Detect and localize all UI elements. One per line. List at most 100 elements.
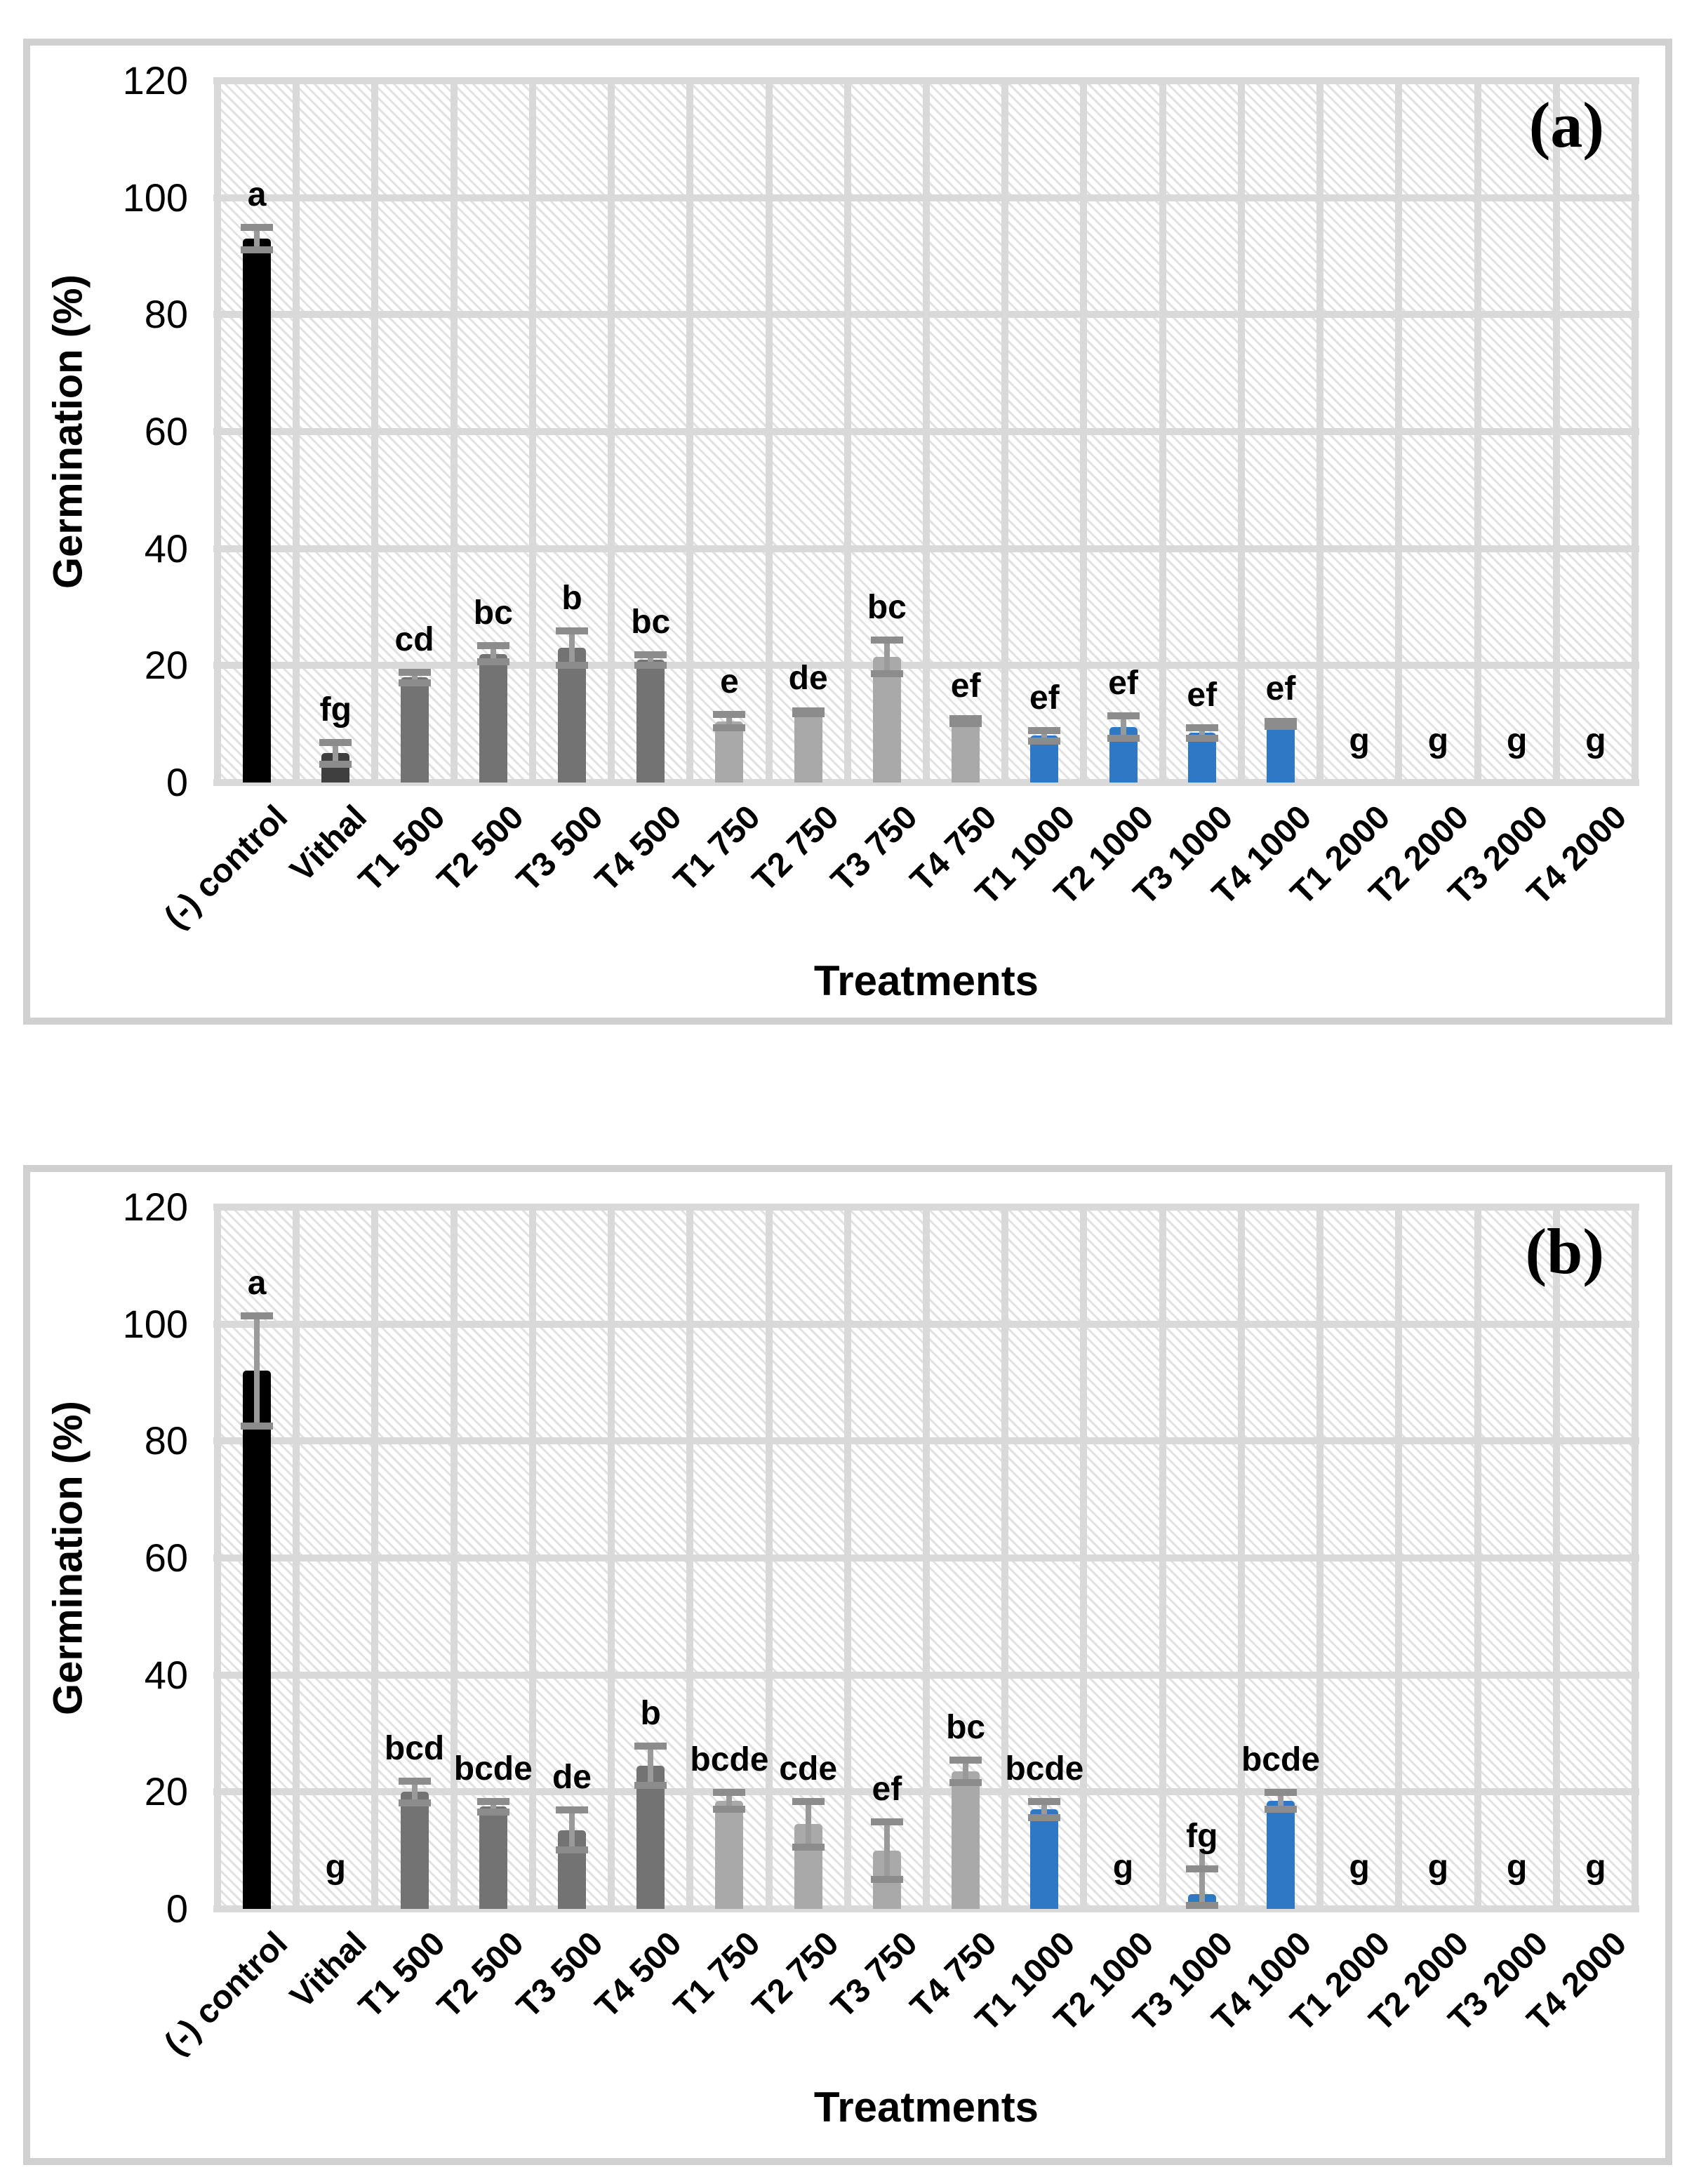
gridline-vertical <box>1632 1204 1639 1912</box>
error-bar-line <box>963 1757 969 1786</box>
error-bar-cap-top <box>949 715 982 723</box>
significance-letter: ef <box>872 1770 902 1808</box>
bar-t4-1000 <box>1267 1800 1295 1909</box>
y-tick-label: 80 <box>144 292 188 337</box>
significance-letter: g <box>1427 1849 1449 1886</box>
significance-letter: bc <box>473 594 513 632</box>
significance-letter: bcde <box>453 1750 533 1787</box>
significance-letter: bcde <box>1241 1741 1321 1779</box>
y-tick-label: 20 <box>144 643 188 688</box>
significance-letter: g <box>1112 1849 1134 1886</box>
significance-letter: g <box>1506 1849 1528 1886</box>
y-tick-label: 40 <box>144 1652 188 1697</box>
error-bar-cap-top <box>476 642 509 649</box>
gridline-vertical <box>686 1204 694 1912</box>
error-bar-cap-top <box>870 1818 903 1825</box>
significance-letter: g <box>1506 722 1528 759</box>
x-category-label: T2 500 <box>430 798 531 899</box>
x-category-label: T1 500 <box>352 798 453 899</box>
bar-t1-750 <box>715 1800 744 1909</box>
y-tick-label: 60 <box>144 1536 188 1580</box>
bar-t3-500 <box>558 648 586 783</box>
bar-t4-1000 <box>1267 724 1295 783</box>
bar-t4-500 <box>636 1765 665 1909</box>
error-bar-cap-bottom <box>1028 1814 1061 1821</box>
gridline-vertical <box>1316 77 1324 786</box>
y-tick-label: 60 <box>144 409 188 453</box>
significance-letter: g <box>1349 1849 1370 1886</box>
significance-letter: g <box>1349 722 1370 759</box>
error-bar-cap-bottom <box>1265 1805 1297 1813</box>
y-tick-label: 120 <box>122 1185 188 1229</box>
significance-letter: bc <box>946 1709 986 1747</box>
gridline-vertical <box>843 77 851 786</box>
bar-t2-500 <box>479 1806 507 1909</box>
x-category-label: T1 750 <box>667 798 768 899</box>
gridline-vertical <box>528 77 536 786</box>
error-bar-line <box>1199 724 1205 742</box>
gridline-vertical <box>765 77 773 786</box>
significance-letter: a <box>247 1265 267 1302</box>
error-bar-line <box>411 668 418 686</box>
error-bar-cap-bottom <box>398 1799 431 1807</box>
significance-letter: g <box>1427 722 1449 759</box>
error-bar-line <box>648 1742 654 1790</box>
gridline-vertical <box>1080 77 1088 786</box>
gridline-vertical <box>765 1204 773 1912</box>
significance-letter: g <box>1585 1849 1606 1886</box>
bar-t1-500 <box>400 1792 429 1909</box>
y-axis-tick-labels: 0 20 40 60 80 100 120 <box>30 58 188 804</box>
y-tick-label: 40 <box>144 526 188 571</box>
gridline-vertical <box>293 1204 300 1912</box>
plot-area: (b) a g bcd bcde de b bcde cde ef bc bcde g fg bcde g g… <box>213 1204 1639 1912</box>
significance-letter: fg <box>319 691 352 728</box>
significance-letter: ef <box>1265 670 1296 708</box>
error-bar-cap-top <box>870 636 903 644</box>
significance-letter: bcde <box>1005 1750 1084 1787</box>
error-bar-cap-bottom <box>1107 734 1140 742</box>
error-bar-cap-top <box>634 1742 667 1750</box>
error-bar-line <box>805 1797 811 1851</box>
panel-label: (b) <box>1525 1216 1604 1287</box>
error-bar-line <box>883 1818 890 1883</box>
error-bar-cap-bottom <box>870 1875 903 1883</box>
gridline-vertical <box>1632 77 1639 786</box>
error-bar-cap-bottom <box>792 1843 825 1851</box>
significance-letter: bc <box>867 588 907 626</box>
gridline-vertical <box>1159 1204 1166 1912</box>
significance-letter: bcde <box>690 1741 769 1779</box>
gridline-vertical <box>371 77 379 786</box>
x-category-label: T4 500 <box>588 798 689 899</box>
bar-t2-750 <box>794 712 822 783</box>
gridline-vertical <box>1159 77 1166 786</box>
error-bar-cap-bottom <box>476 1808 509 1816</box>
gridline-vertical <box>528 1204 536 1912</box>
panel-label: (a) <box>1528 89 1604 161</box>
gridline-vertical <box>1395 1204 1403 1912</box>
error-bar-cap-bottom <box>1185 1902 1218 1909</box>
significance-letter: de <box>788 660 828 698</box>
significance-letter: cd <box>394 620 434 658</box>
error-bar-cap-top <box>1028 726 1061 734</box>
error-bar-line <box>726 711 733 731</box>
figure-panel-a: Germination (%) 0 20 40 60 80 100 120 (a) a fg c… <box>23 39 1672 1025</box>
error-bar-line <box>1120 712 1126 742</box>
error-bar-line <box>1199 1850 1205 1909</box>
bar-t1-500 <box>400 677 429 783</box>
bar-t1-1000 <box>1030 1809 1059 1909</box>
error-bar-cap-top <box>1185 1865 1218 1872</box>
y-axis-tick-labels: 0 20 40 60 80 100 120 <box>30 1185 188 1931</box>
x-category-label: T3 750 <box>824 1924 926 2025</box>
gridline-vertical <box>923 1204 930 1912</box>
significance-letter: ef <box>950 667 981 705</box>
error-bar-cap-bottom <box>634 1782 667 1790</box>
x-category-label: T2 500 <box>430 1924 531 2025</box>
plot-area: (a) a fg cd bc b bc e de bc ef ef ef ef ef g g g g <box>213 77 1639 786</box>
error-bar-cap-top <box>792 1797 825 1805</box>
gridline-vertical <box>1552 1204 1560 1912</box>
error-bar-cap-top <box>319 738 352 746</box>
error-bar-cap-top <box>713 1789 746 1797</box>
error-bar-line <box>490 642 496 666</box>
significance-letter: cde <box>779 1750 838 1787</box>
error-bar-line <box>333 738 339 768</box>
